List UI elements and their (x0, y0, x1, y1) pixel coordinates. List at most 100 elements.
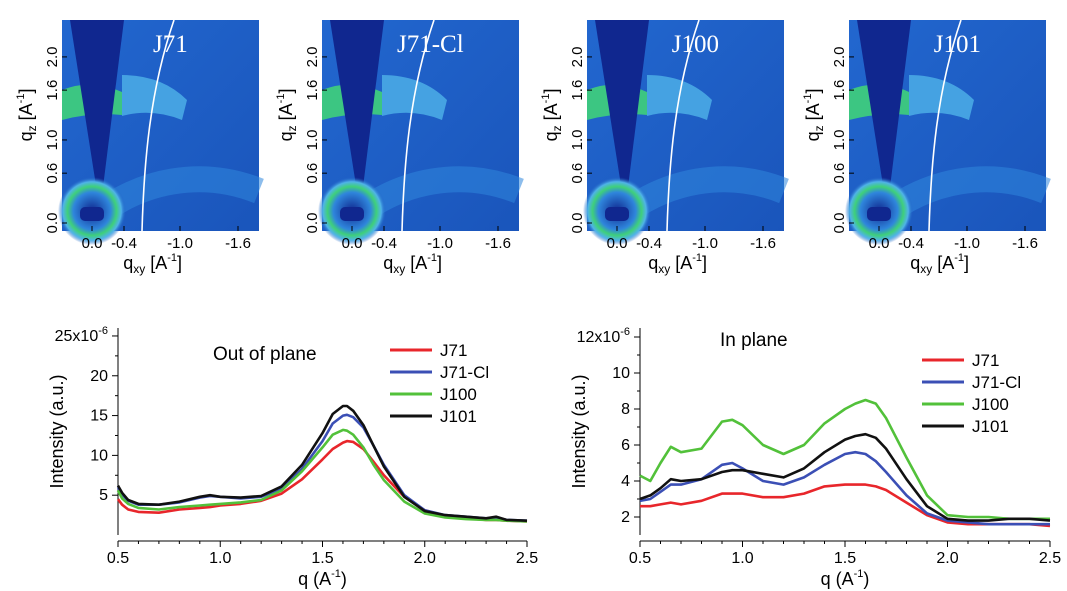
gixd-y-axis-title: qz [A-1] (15, 89, 39, 142)
y-exponent-label: 12x10-6 (577, 326, 630, 346)
series-line-j71 (116, 439, 528, 523)
gixd-x-tick-label: -0.4 (898, 235, 924, 252)
gixd-x-tick-label: -1.0 (167, 235, 193, 252)
x-tick-label: 2.0 (936, 550, 958, 567)
gixd-x-axis-title: qxy [A-1] (123, 252, 182, 276)
y-tick-label: 4 (621, 473, 630, 490)
gixd-x-axis-title: qxy [A-1] (910, 252, 969, 276)
y-tick-label: 6 (621, 437, 630, 454)
gixd-x-axis-title: qxy [A-1] (648, 252, 707, 276)
out-of-plane-chart: 5 10 15 20 25x10-6 Intensity (a.u.) 0.5 1.0 1.5 2… (47, 325, 538, 589)
gixd-x-axis-title: qxy [A-1] (383, 252, 442, 276)
gixd-panels: J71 0.0 0.6 1.0 1.6 2.0 qz [A-1] 0.0 -0.4 -1.0 -1.… (15, 19, 1051, 276)
gixd-horizon-line (141, 19, 175, 232)
gixd-panel-label: J71-Cl (397, 31, 464, 58)
legend-label: J71-Cl (440, 363, 489, 382)
gixd-x-tick-label: -1.6 (750, 235, 776, 252)
gixd-missing-wedge (595, 20, 649, 211)
gixd-panel-label: J100 (672, 31, 719, 58)
series-line-j100 (639, 398, 1050, 521)
gixd-beamstop (605, 207, 629, 221)
x-tick-label: 0.5 (107, 550, 129, 567)
gixd-beamstop (340, 207, 364, 221)
x-tick-label: 2.5 (516, 550, 538, 567)
legend-label: J101 (440, 407, 477, 426)
x-tick-label: 1.0 (209, 550, 231, 567)
x-tick-label: 1.5 (311, 550, 333, 567)
gixd-horizon-line (666, 19, 700, 232)
x-tick-label: 1.5 (834, 550, 856, 567)
y-tick-label: 8 (621, 401, 630, 418)
gixd-y-tick-label: 0.0 (304, 213, 321, 234)
gixd-y-tick-label: 1.6 (44, 80, 61, 101)
gixd-y-tick-label: 1.0 (831, 130, 848, 151)
gixd-y-tick-label: 1.0 (304, 130, 321, 151)
series-line-j71 (640, 483, 1051, 528)
x-axis-title: q (A-1) (821, 568, 870, 589)
gixd-y-tick-label: 1.0 (44, 130, 61, 151)
in-plane-chart: 2 4 6 8 10 12x10-6 Intensity (a.u.) 0.5 1.0 1.5 2.… (569, 326, 1061, 589)
gixd-panel-2: J71-Cl 0.0 0.6 1.0 1.6 2.0 qz [A-1] 0.0 -0.4 -1.0… (275, 19, 524, 276)
gixd-panel-1: J71 0.0 0.6 1.0 1.6 2.0 qz [A-1] 0.0 -0.4 -1.0 -1.… (15, 19, 264, 276)
gixd-beamstop (867, 207, 891, 221)
x-tick-label: 2.5 (1039, 550, 1061, 567)
gixd-missing-wedge (70, 20, 124, 211)
gixd-x-tick-label: -0.4 (111, 235, 137, 252)
gixd-y-axis-title: qz [A-1] (802, 89, 826, 142)
gixd-y-tick-label: 2.0 (304, 46, 321, 67)
gixd-y-tick-label: 0.0 (44, 213, 61, 234)
gixd-x-tick-label: -1.6 (225, 235, 251, 252)
series-line-j71-cl (639, 450, 1050, 526)
gixd-x-tick-label: -1.0 (692, 235, 718, 252)
y-tick-label: 20 (90, 368, 108, 385)
legend-label: J100 (440, 385, 477, 404)
gixd-beamstop (80, 207, 104, 221)
series-line-j100 (116, 428, 528, 523)
x-tick-label: 0.5 (629, 550, 651, 567)
gixd-missing-wedge (330, 20, 384, 211)
y-tick-label: 15 (90, 408, 108, 425)
gixd-x-tick-label: -1.6 (485, 235, 511, 252)
gixd-horizon-line (401, 19, 435, 232)
gixd-y-tick-label: 0.0 (831, 213, 848, 234)
gixd-x-tick-label: -1.0 (954, 235, 980, 252)
y-tick-label: 5 (99, 487, 108, 504)
x-axis-title: q (A-1) (298, 568, 347, 589)
legend-label: J71 (440, 341, 467, 360)
gixd-panel-label: J101 (934, 31, 981, 58)
legend-label: J71 (972, 351, 999, 370)
gixd-y-tick-label: 2.0 (569, 46, 586, 67)
x-tick-label: 2.0 (414, 550, 436, 567)
gixd-y-tick-label: 1.6 (831, 80, 848, 101)
gixd-x-tick-label: 0.0 (607, 235, 628, 252)
gixd-y-tick-label: 1.6 (569, 80, 586, 101)
legend-label: J100 (972, 395, 1009, 414)
chart-title: In plane (720, 330, 788, 351)
gixd-x-tick-label: -1.0 (427, 235, 453, 252)
gixd-panel-label: J71 (153, 31, 188, 58)
y-exponent-label: 25x10-6 (55, 325, 108, 345)
gixd-y-tick-label: 2.0 (44, 46, 61, 67)
gixd-x-tick-label: 0.0 (342, 235, 363, 252)
gixd-missing-wedge (857, 20, 911, 211)
gixd-y-axis-title: qz [A-1] (540, 89, 564, 142)
gixd-panel-3: J100 0.0 0.6 1.0 1.6 2.0 qz [A-1] 0.0 -0.4 -1.0 -1… (540, 19, 789, 276)
series-line-j101 (116, 404, 528, 522)
gixd-horizon-line (928, 19, 962, 232)
y-tick-label: 10 (90, 447, 108, 464)
y-tick-label: 2 (621, 509, 630, 526)
legend-label: J101 (972, 417, 1009, 436)
gixd-x-tick-label: -0.4 (636, 235, 662, 252)
x-tick-label: 1.0 (731, 550, 753, 567)
y-axis-title: Intensity (a.u.) (47, 374, 67, 488)
chart-title: Out of plane (213, 344, 317, 365)
gixd-x-tick-label: -1.6 (1012, 235, 1038, 252)
gixd-y-tick-label: 2.0 (831, 46, 848, 67)
gixd-x-tick-label: -0.4 (371, 235, 397, 252)
gixd-y-tick-label: 0.6 (304, 163, 321, 184)
y-axis-title: Intensity (a.u.) (569, 374, 589, 488)
series-line-j101 (639, 432, 1051, 522)
legend-label: J71-Cl (972, 373, 1021, 392)
gixd-y-tick-label: 0.6 (831, 163, 848, 184)
